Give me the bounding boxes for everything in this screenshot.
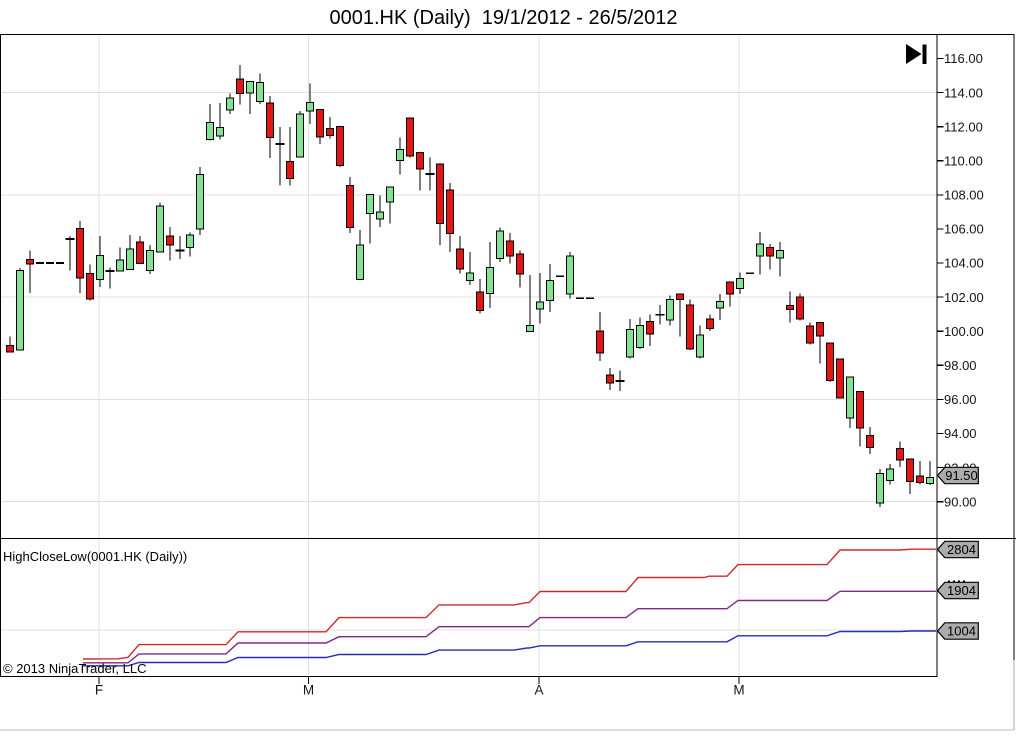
svg-text:1004: 1004 bbox=[947, 624, 976, 639]
svg-text:116.00: 116.00 bbox=[944, 51, 983, 66]
svg-text:94.00: 94.00 bbox=[944, 426, 977, 441]
svg-text:102.00: 102.00 bbox=[944, 290, 984, 305]
svg-text:HighCloseLow(0001.HK (Daily)): HighCloseLow(0001.HK (Daily)) bbox=[3, 549, 187, 564]
svg-text:104.00: 104.00 bbox=[944, 256, 984, 271]
svg-text:110.00: 110.00 bbox=[944, 154, 983, 169]
svg-text:91.50: 91.50 bbox=[945, 468, 978, 483]
svg-text:98.00: 98.00 bbox=[944, 358, 977, 373]
svg-text:A: A bbox=[534, 683, 543, 698]
svg-text:112.00: 112.00 bbox=[944, 119, 983, 134]
svg-text:2804: 2804 bbox=[947, 542, 976, 557]
svg-text:M: M bbox=[303, 683, 314, 698]
svg-text:96.00: 96.00 bbox=[944, 392, 977, 407]
svg-text:1904: 1904 bbox=[947, 583, 976, 598]
svg-text:© 2013 NinjaTrader, LLC: © 2013 NinjaTrader, LLC bbox=[3, 661, 147, 676]
svg-text:90.00: 90.00 bbox=[944, 494, 977, 509]
svg-text:F: F bbox=[95, 683, 103, 698]
svg-text:106.00: 106.00 bbox=[944, 222, 984, 237]
svg-text:0001.HK (Daily) 19/1/2012 - 2: 0001.HK (Daily) 19/1/2012 - 26/5/2012 bbox=[330, 7, 678, 29]
svg-text:M: M bbox=[733, 683, 744, 698]
svg-text:100.00: 100.00 bbox=[944, 324, 984, 339]
svg-text:108.00: 108.00 bbox=[944, 188, 984, 203]
svg-text:114.00: 114.00 bbox=[944, 85, 983, 100]
